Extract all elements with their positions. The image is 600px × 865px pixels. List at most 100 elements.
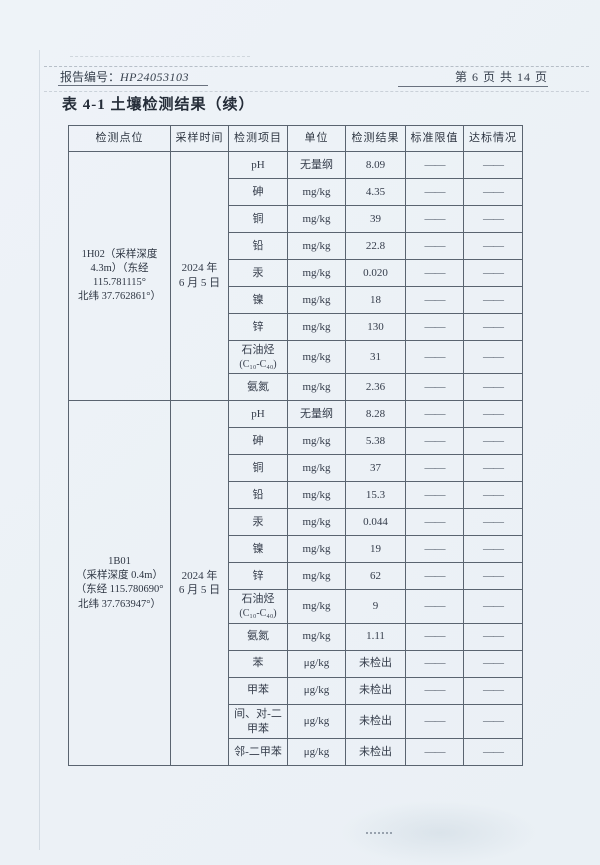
dash-mark: —— [483, 745, 504, 758]
test-item-cell: 石油烃 (C₁₀-C₄₀) [228, 589, 288, 624]
dash-mark: —— [483, 461, 504, 474]
dash-mark: —— [483, 266, 504, 279]
table-row: 石油烃 (C₁₀-C₄₀) mg/kg 31 —— —— [69, 339, 523, 375]
test-item-label: pH [251, 158, 265, 171]
sample-time-line: 6 月 5 日 [178, 584, 221, 597]
limit-cell: —— [405, 738, 464, 767]
dash-mark: —— [483, 684, 504, 697]
result-cell: 未检出 [345, 649, 406, 678]
result-cell: 22.8 [345, 232, 406, 260]
table-row: 苯 μg/kg 未检出 —— —— [69, 649, 523, 678]
dash-mark: —— [424, 434, 446, 447]
test-item-cell: 邻-二甲苯 [228, 738, 288, 767]
test-item-label: 铜 [252, 212, 264, 225]
page-header: 报告编号：HP24053103 第 6 页 共 14 页 [60, 68, 548, 85]
unit-cell: mg/kg [287, 508, 346, 537]
test-item-label: 甲苯 [247, 684, 269, 697]
dash-mark: —— [424, 461, 446, 474]
unit-cell: mg/kg [287, 454, 346, 483]
dash-mark: —— [424, 320, 446, 333]
unit-cell: μg/kg [287, 676, 346, 705]
dash-mark: —— [424, 569, 446, 582]
test-item-label: 镍 [252, 542, 264, 555]
result-cell: 5.38 [345, 427, 406, 456]
scan-dash-artifact [44, 66, 589, 67]
result-cell: 未检出 [345, 738, 406, 767]
result-cell: 9 [345, 589, 406, 624]
dash-mark: —— [424, 380, 446, 393]
test-item-label: pH [251, 407, 265, 420]
unit-cell: mg/kg [287, 562, 346, 591]
test-item-label: 石油烃 [241, 344, 275, 356]
unit-cell: mg/kg [287, 481, 346, 510]
page-number: 第 6 页 共 14 页 [454, 70, 548, 84]
limit-cell: —— [405, 454, 464, 483]
dash-mark: —— [483, 239, 504, 252]
test-item-cell: 锌 [228, 562, 288, 591]
report-number-value: HP24053103 [120, 70, 190, 84]
report-number: 报告编号：HP24053103 [60, 68, 189, 85]
result-cell: 31 [345, 339, 406, 375]
sample-time-line: 6 月 5 日 [178, 277, 221, 290]
dash-mark: —— [424, 407, 446, 420]
compliance-cell: —— [463, 205, 523, 233]
test-item-label: 砷 [252, 185, 264, 198]
result-cell: 39 [345, 205, 406, 233]
test-item-cell: 间、对-二甲苯 [228, 703, 288, 740]
dash-mark: —— [483, 185, 504, 198]
compliance-cell: —— [463, 535, 523, 564]
limit-cell: —— [405, 232, 464, 260]
header-rule-left [58, 85, 208, 86]
col-header-compliance: 达标情况 [463, 125, 523, 152]
compliance-cell: —— [463, 454, 523, 483]
sample-point-line: 115.781115° [93, 277, 146, 289]
result-cell: 0.020 [345, 259, 406, 287]
dash-mark: —— [483, 569, 504, 582]
sample-point-line: 1B01 [108, 556, 131, 568]
compliance-cell: —— [463, 589, 523, 624]
dash-mark: —— [424, 158, 446, 171]
test-item-label: 砷 [252, 434, 264, 447]
table-row: 铅 mg/kg 22.8 —— —— [69, 232, 523, 260]
soil-test-results-table: 检测点位 采样时间 检测项目 单位 检测结果 标准限值 达标情况 1H02（采样… [68, 125, 523, 767]
dash-mark: —— [483, 320, 504, 333]
result-cell: 未检出 [345, 676, 406, 705]
table-row: 1H02（采样深度 4.3m）（东经 115.781115° 北纬 37.762861… [68, 150, 523, 402]
compliance-cell: —— [463, 481, 523, 510]
sample-point-cell: 1H02（采样深度 4.3m）（东经 115.781115° 北纬 37.762861… [68, 150, 171, 402]
scan-dash-artifact [44, 91, 589, 92]
dash-mark: —— [424, 350, 446, 363]
unit-cell: mg/kg [287, 373, 346, 402]
limit-cell: —— [405, 703, 464, 740]
sample-point-cell: 1B01 （采样深度 0.4m） （东经 115.780690° 北纬 37.7639… [68, 400, 171, 767]
limit-cell: —— [405, 562, 464, 591]
dash-mark: —— [424, 488, 446, 501]
unit-cell: mg/kg [287, 339, 346, 375]
table-row: 铜 mg/kg 37 —— —— [69, 454, 523, 483]
limit-cell: —— [405, 481, 464, 510]
table-row: 汞 mg/kg 0.020 —— —— [69, 259, 523, 287]
limit-cell: —— [405, 313, 464, 341]
result-cell: 8.09 [345, 151, 406, 179]
compliance-cell: —— [463, 232, 523, 260]
test-item-cell: 汞 [228, 259, 288, 287]
test-item-formula: (C₁₀-C₄₀) [239, 608, 277, 620]
dash-mark: —— [424, 745, 446, 758]
dash-mark: —— [424, 239, 446, 252]
table-row: 石油烃 (C₁₀-C₄₀) mg/kg 9 —— —— [69, 589, 523, 624]
dash-mark: —— [483, 600, 504, 613]
dash-mark: —— [483, 657, 504, 670]
test-item-label: 铅 [252, 239, 264, 252]
test-item-label: 汞 [252, 266, 264, 279]
result-cell: 130 [345, 313, 406, 341]
compliance-cell: —— [463, 339, 523, 375]
dash-mark: —— [424, 185, 446, 198]
table-row: 铜 mg/kg 39 —— —— [69, 205, 523, 233]
limit-cell: —— [405, 649, 464, 678]
result-cell: 18 [345, 286, 406, 314]
sample-point-line: 4.3m）（东经 [90, 263, 149, 274]
result-cell: 4.35 [345, 178, 406, 206]
limit-cell: —— [405, 259, 464, 287]
dash-mark: —— [483, 630, 504, 643]
sample-time-line: 2024 年 [181, 262, 218, 275]
